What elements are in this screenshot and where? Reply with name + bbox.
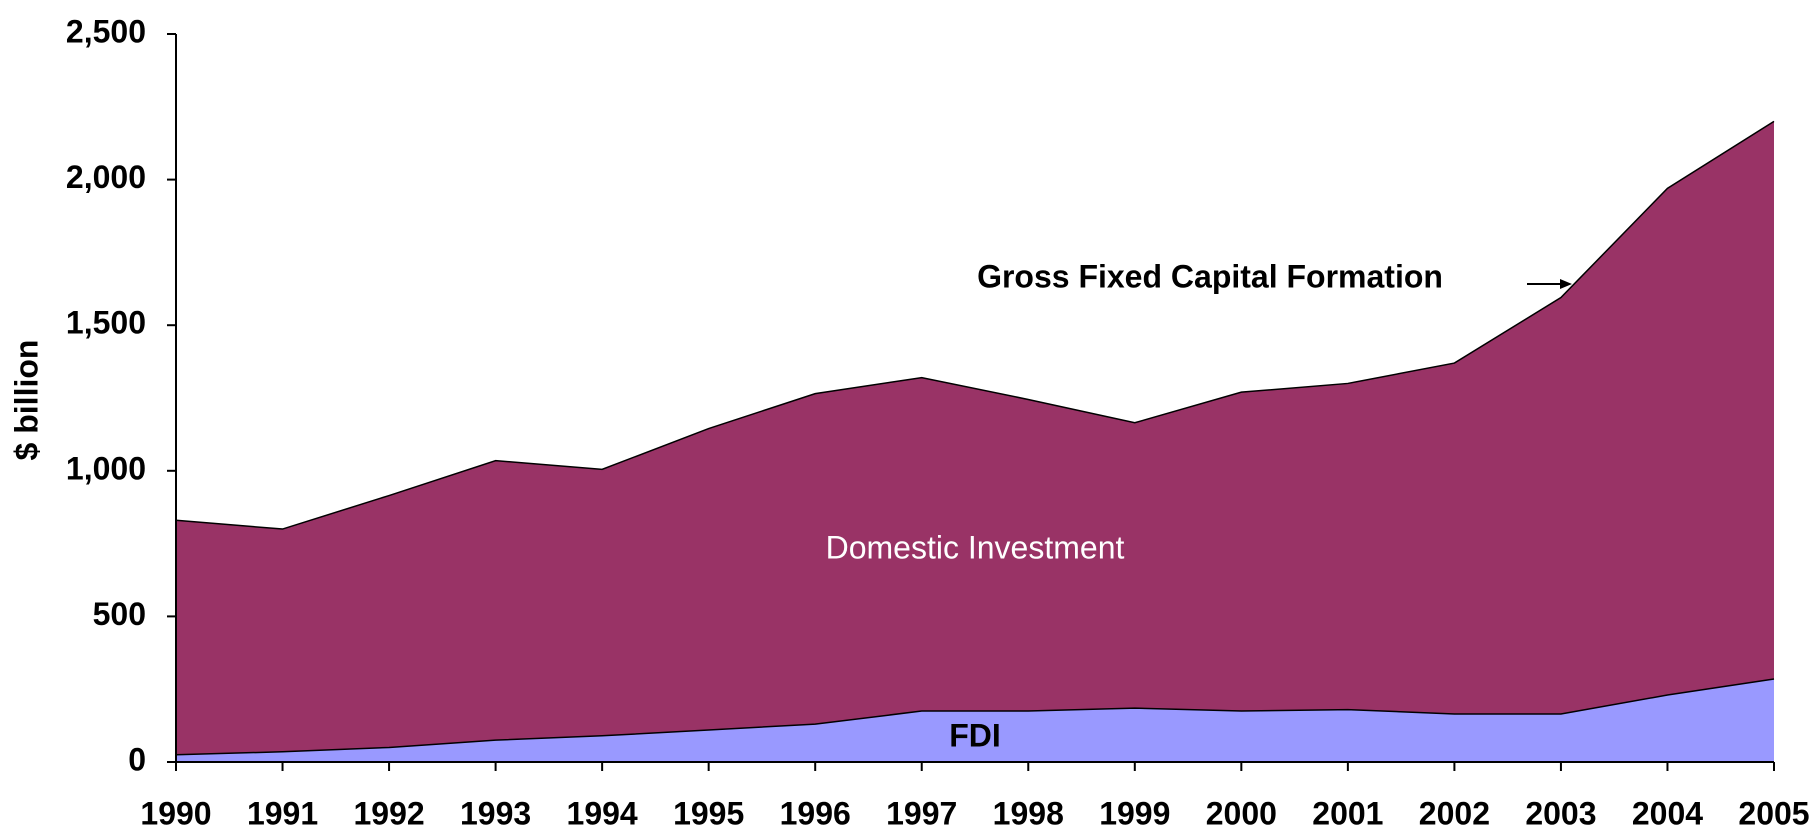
x-tick-label: 1990 bbox=[140, 795, 211, 831]
x-tick-label: 1993 bbox=[460, 795, 531, 831]
x-tick-label: 2001 bbox=[1312, 795, 1383, 831]
y-tick-label: 2,500 bbox=[66, 13, 146, 49]
annotation-arrowhead bbox=[1560, 279, 1572, 289]
x-tick-label: 1991 bbox=[247, 795, 318, 831]
area-outline bbox=[175, 678, 1775, 756]
x-tick-label: 1994 bbox=[567, 795, 638, 831]
y-tick-label: 1,500 bbox=[66, 305, 146, 341]
x-tick-label: 2003 bbox=[1525, 795, 1596, 831]
x-tick-label: 2004 bbox=[1632, 795, 1703, 831]
areas bbox=[175, 120, 1775, 762]
annotation: Gross Fixed Capital Formation bbox=[977, 258, 1443, 294]
area bbox=[176, 679, 1774, 762]
x-tick-label: 2002 bbox=[1419, 795, 1490, 831]
series-label: Domestic Investment bbox=[826, 529, 1125, 565]
y-tick-label: 0 bbox=[128, 741, 146, 777]
x-tick-label: 1998 bbox=[993, 795, 1064, 831]
y-tick-label: 2,000 bbox=[66, 159, 146, 195]
x-tick-label: 1995 bbox=[673, 795, 744, 831]
x-tick-label: 2005 bbox=[1738, 795, 1809, 831]
series-label: FDI bbox=[949, 717, 1001, 753]
x-tick-label: 2000 bbox=[1206, 795, 1277, 831]
y-tick-label: 1,000 bbox=[66, 450, 146, 486]
x-tick-label: 1997 bbox=[886, 795, 957, 831]
y-axis-label: $ billion bbox=[8, 340, 44, 461]
area-outline bbox=[175, 120, 1775, 530]
x-tick-label: 1999 bbox=[1099, 795, 1170, 831]
area bbox=[176, 121, 1774, 755]
y-tick-label: 500 bbox=[93, 596, 146, 632]
x-tick-label: 1996 bbox=[780, 795, 851, 831]
x-tick-label: 1992 bbox=[353, 795, 424, 831]
